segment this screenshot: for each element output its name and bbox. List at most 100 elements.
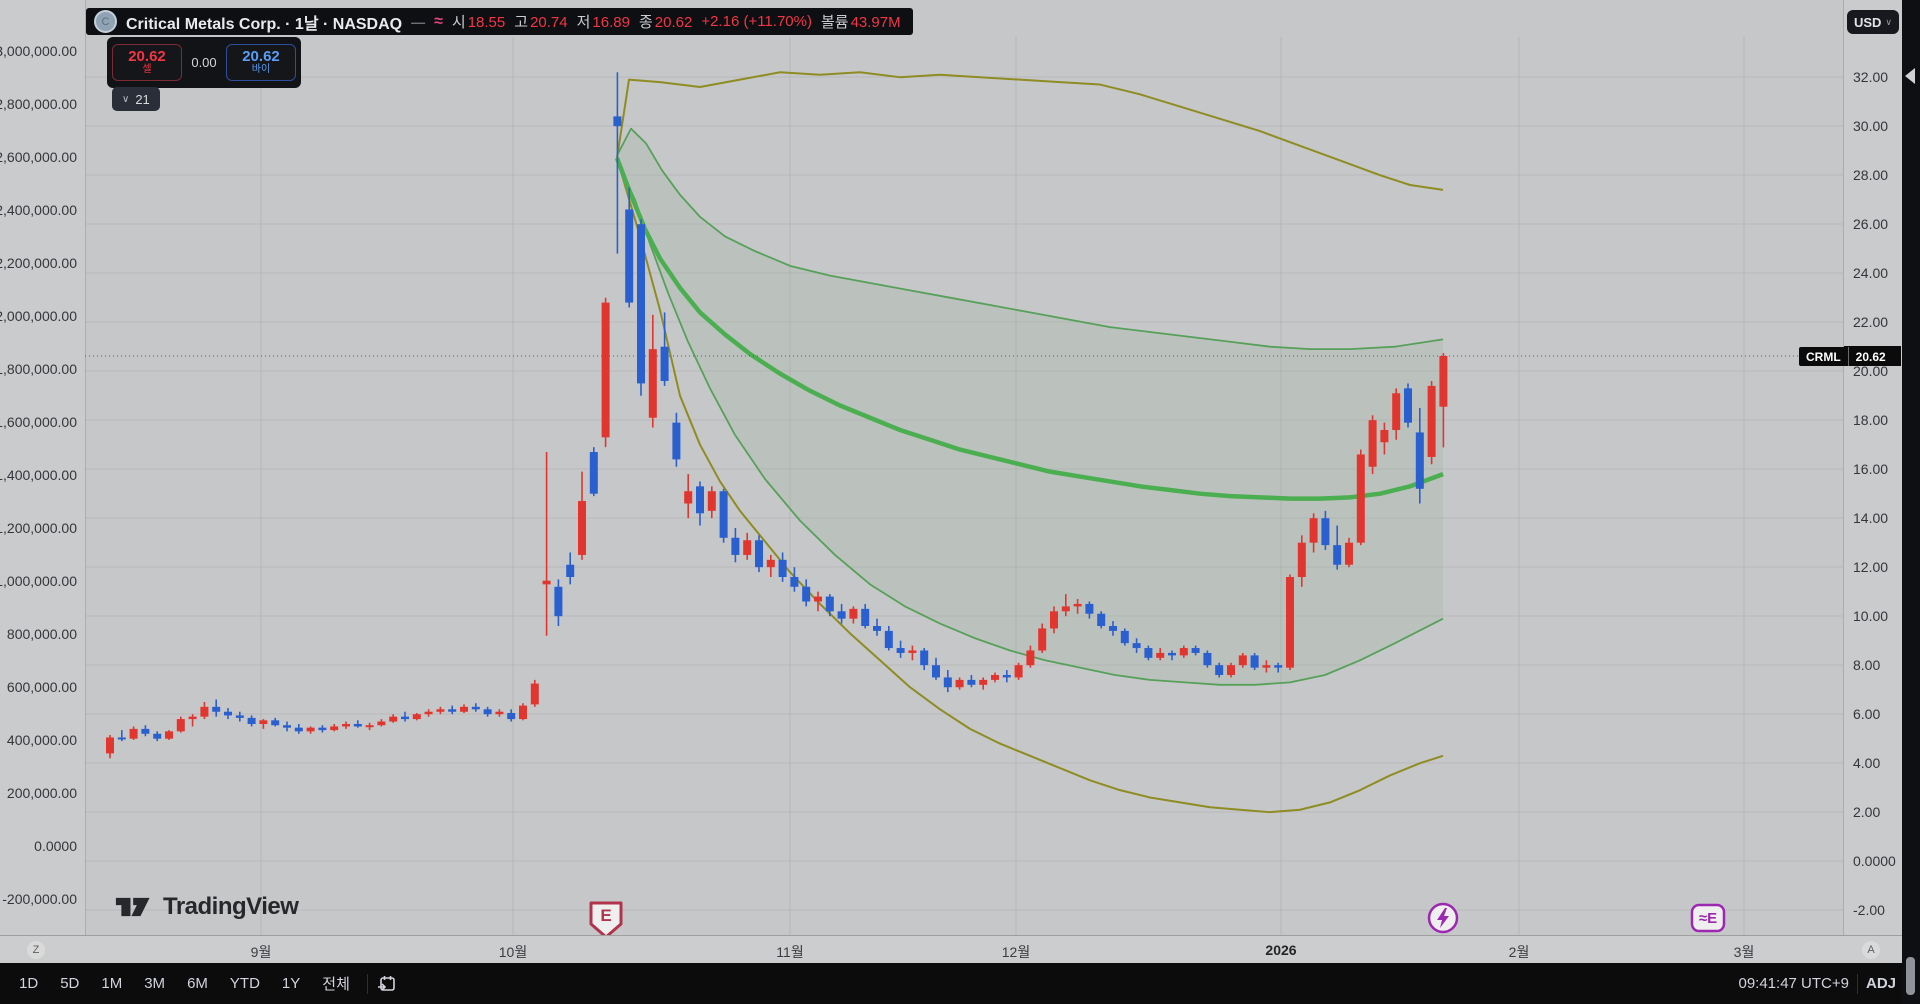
candle-body bbox=[176, 719, 185, 732]
volume-axis[interactable]: 3,000,000.00 2,800,000.00 2,600,000.00 2,40… bbox=[0, 0, 86, 935]
volume-axis-label: 0.0000 bbox=[34, 838, 77, 854]
candle-body bbox=[967, 679, 976, 685]
price-axis-label: 14.00 bbox=[1853, 510, 1889, 526]
time-axis[interactable]: Z A 9월 10월 11월 12월 2026 2월 3월 bbox=[0, 935, 1920, 964]
timezone-badge[interactable]: Z bbox=[27, 941, 45, 959]
range-button-1d[interactable]: 1D bbox=[19, 975, 39, 992]
tradingview-watermark[interactable]: TradingView bbox=[115, 893, 299, 921]
candle-body bbox=[1274, 665, 1283, 668]
event-bolt-marker-icon[interactable] bbox=[1426, 901, 1460, 940]
earnings-marker-icon[interactable]: E bbox=[587, 900, 625, 945]
bottom-toolbar: 1D 5D 1M 3M 6M YTD 1Y 전체 09:41:47 UTC+9 ADJ bbox=[0, 963, 1920, 1004]
symbol-logo-icon: C bbox=[94, 10, 117, 33]
candle-body bbox=[1286, 576, 1294, 668]
price-axis-label: 22.00 bbox=[1853, 314, 1889, 330]
price-chart[interactable] bbox=[85, 37, 1843, 935]
range-button-6m[interactable]: 6M bbox=[187, 975, 208, 992]
tradingview-logo-text: TradingView bbox=[163, 893, 299, 920]
candle-body bbox=[1014, 665, 1023, 678]
candle-body bbox=[1415, 432, 1424, 489]
stat-open: 시 18.55 bbox=[451, 14, 506, 31]
candle-body bbox=[1215, 665, 1224, 675]
range-button-5d[interactable]: 5D bbox=[60, 975, 80, 992]
go-to-date-button[interactable] bbox=[376, 973, 398, 995]
volume-axis-label: 2,800,000.00 bbox=[0, 96, 77, 112]
chevron-down-icon: ∨ bbox=[1885, 16, 1893, 27]
toolbar-divider bbox=[366, 973, 368, 994]
candle-body bbox=[353, 723, 362, 727]
date-range-buttons: 1D 5D 1M 3M 6M YTD 1Y 전체 bbox=[10, 969, 359, 998]
candle-body bbox=[601, 302, 610, 438]
candle-body bbox=[884, 630, 893, 649]
range-button-전체[interactable]: 전체 bbox=[322, 976, 350, 993]
symbol-price-badge[interactable]: CRML 20.62 bbox=[1799, 347, 1893, 366]
stat-high: 고 20.74 bbox=[514, 14, 568, 31]
candle-body bbox=[1073, 603, 1082, 607]
toolbar-divider bbox=[1856, 973, 1858, 994]
candle-body bbox=[1085, 603, 1094, 614]
candle-body bbox=[707, 491, 716, 511]
candle-body bbox=[908, 650, 917, 653]
auto-scale-badge[interactable]: A bbox=[1862, 941, 1880, 959]
candle-body bbox=[401, 716, 409, 720]
range-button-1y[interactable]: 1Y bbox=[281, 975, 301, 992]
chevron-down-icon: ∨ bbox=[122, 93, 130, 105]
candle-body bbox=[589, 452, 598, 494]
candle-body bbox=[1368, 420, 1377, 467]
candle-body bbox=[1144, 648, 1153, 658]
earnings-estimate-marker-icon[interactable]: ≈E bbox=[1689, 902, 1727, 939]
candle-body bbox=[943, 677, 952, 688]
object-tree-pill[interactable]: ∨ 21 bbox=[112, 87, 160, 111]
range-button-3m[interactable]: 3M bbox=[144, 975, 166, 992]
currency-label: USD bbox=[1853, 14, 1882, 30]
symbol-header[interactable]: C Critical Metals Corp. · 1날 · NASDAQ — … bbox=[86, 8, 913, 35]
candle-body bbox=[483, 709, 492, 715]
candle-body bbox=[660, 346, 669, 381]
spread-value: 0.00 bbox=[191, 55, 217, 70]
price-axis-label: 32.00 bbox=[1853, 69, 1889, 85]
symbol-title[interactable]: Critical Metals Corp. · 1날 · NASDAQ bbox=[126, 15, 403, 33]
range-button-1m[interactable]: 1M bbox=[101, 975, 123, 992]
candle-body bbox=[825, 596, 834, 612]
adjust-toggle[interactable]: ADJ bbox=[1865, 975, 1896, 992]
price-axis-label: 4.00 bbox=[1853, 755, 1881, 771]
candle-body bbox=[224, 711, 232, 716]
candle-body bbox=[1333, 545, 1342, 565]
candle-body bbox=[1002, 674, 1011, 678]
sell-button[interactable]: 20.62 셀 bbox=[112, 44, 182, 81]
candle-body bbox=[1203, 652, 1212, 666]
candle-body bbox=[1297, 542, 1306, 577]
panel-collapse-handle-icon[interactable] bbox=[1905, 68, 1915, 84]
volume-axis-label: 400,000.00 bbox=[6, 732, 77, 748]
right-panel-sliver[interactable] bbox=[1902, 0, 1920, 1004]
candle-body bbox=[1262, 665, 1271, 668]
candle-body bbox=[460, 706, 468, 712]
approx-indicator-icon[interactable]: ≈ bbox=[434, 12, 443, 30]
candle-body bbox=[117, 737, 126, 740]
price-axis-label: 18.00 bbox=[1853, 412, 1889, 428]
range-button-ytd[interactable]: YTD bbox=[229, 975, 260, 992]
collapsed-indicator-icon[interactable]: — bbox=[411, 13, 426, 30]
session-clock[interactable]: 09:41:47 UTC+9 bbox=[1738, 975, 1849, 992]
candle-body bbox=[578, 501, 586, 555]
price-axis-label: -2.00 bbox=[1853, 902, 1885, 918]
price-axis-label: 28.00 bbox=[1853, 167, 1889, 183]
candle-body bbox=[342, 723, 350, 727]
tradingview-logo-icon bbox=[115, 897, 150, 917]
candle-body bbox=[1061, 606, 1070, 612]
candle-body bbox=[1168, 652, 1176, 656]
candle-body bbox=[755, 540, 763, 568]
currency-button[interactable]: USD ∨ bbox=[1847, 10, 1899, 34]
candle-body bbox=[412, 714, 421, 720]
price-axis[interactable]: 32.00 30.00 28.00 26.00 24.00 22.00 20.00 18.00… bbox=[1843, 0, 1903, 935]
candle-body bbox=[1132, 643, 1141, 649]
price-axis-label: 8.00 bbox=[1853, 657, 1881, 673]
buy-button[interactable]: 20.62 바이 bbox=[226, 44, 296, 81]
candle-body bbox=[259, 720, 268, 724]
candle-body bbox=[1227, 665, 1235, 675]
candle-body bbox=[141, 728, 150, 734]
candle-body bbox=[991, 674, 999, 680]
candle-body bbox=[1427, 385, 1436, 457]
candle-body bbox=[448, 709, 457, 712]
scrollbar-thumb[interactable] bbox=[1906, 957, 1915, 995]
